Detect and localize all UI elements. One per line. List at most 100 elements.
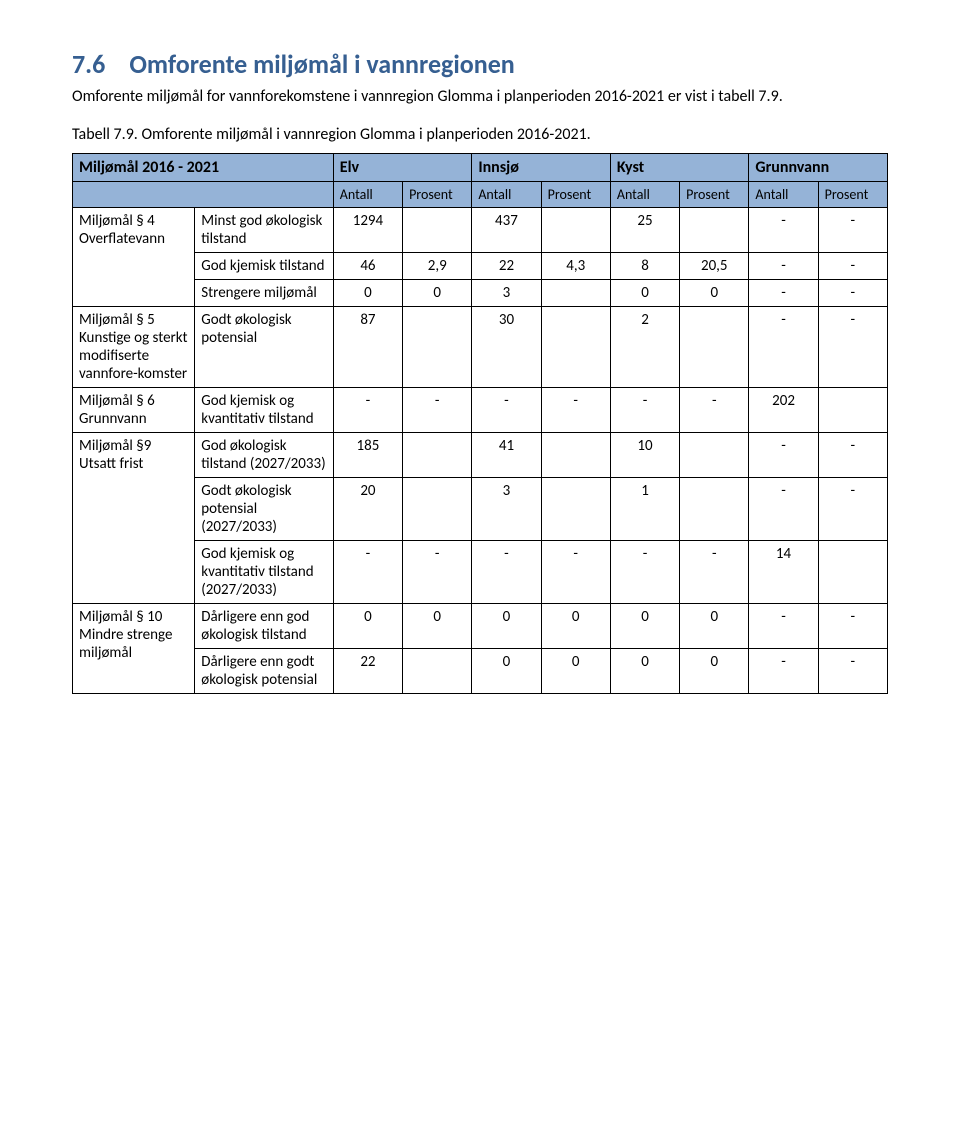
- value-cell: -: [749, 280, 818, 307]
- value-cell: 20: [333, 478, 402, 541]
- desc-cell: God kjemisk og kvantitativ tilstand (202…: [195, 541, 334, 604]
- value-cell: 3: [472, 478, 541, 541]
- desc-cell: Strengere miljømål: [195, 280, 334, 307]
- group-key-cell: Miljømål § 4 Overflatevann: [73, 208, 195, 307]
- table-header-row-1: Miljømål 2016 - 2021 Elv Innsjø Kyst Gru…: [73, 154, 888, 182]
- th-title: Miljømål 2016 - 2021: [73, 154, 334, 182]
- value-cell: [541, 478, 610, 541]
- value-cell: 22: [333, 649, 402, 694]
- value-cell: 202: [749, 388, 818, 433]
- value-cell: [403, 307, 472, 388]
- value-cell: -: [333, 388, 402, 433]
- table-row: God kjemisk og kvantitativ tilstand (202…: [73, 541, 888, 604]
- value-cell: 2,9: [403, 253, 472, 280]
- value-cell: -: [818, 253, 887, 280]
- th-antall: Antall: [610, 182, 679, 208]
- table-row: Miljømål § 10 Mindre strenge miljømålDår…: [73, 604, 888, 649]
- value-cell: [541, 307, 610, 388]
- table-row: Miljømål § 5 Kunstige og sterkt modifise…: [73, 307, 888, 388]
- desc-cell: Godt økologisk potensial (2027/2033): [195, 478, 334, 541]
- table-row: Strengere miljømål00300--: [73, 280, 888, 307]
- value-cell: -: [818, 208, 887, 253]
- value-cell: 0: [333, 604, 402, 649]
- desc-cell: Dårligere enn god økologisk tilstand: [195, 604, 334, 649]
- th-elv: Elv: [333, 154, 472, 182]
- value-cell: -: [610, 541, 679, 604]
- value-cell: [403, 433, 472, 478]
- value-cell: -: [680, 388, 749, 433]
- value-cell: [680, 478, 749, 541]
- value-cell: 10: [610, 433, 679, 478]
- value-cell: 0: [541, 604, 610, 649]
- value-cell: 437: [472, 208, 541, 253]
- th-antall: Antall: [749, 182, 818, 208]
- value-cell: -: [610, 388, 679, 433]
- th-blank: [73, 182, 334, 208]
- value-cell: 2: [610, 307, 679, 388]
- value-cell: 0: [610, 280, 679, 307]
- miljomal-table: Miljømål 2016 - 2021 Elv Innsjø Kyst Gru…: [72, 153, 888, 694]
- value-cell: 87: [333, 307, 402, 388]
- value-cell: 20,5: [680, 253, 749, 280]
- value-cell: -: [749, 478, 818, 541]
- value-cell: 14: [749, 541, 818, 604]
- desc-cell: God kjemisk tilstand: [195, 253, 334, 280]
- value-cell: 3: [472, 280, 541, 307]
- intro-paragraph: Omforente miljømål for vannforekomstene …: [72, 86, 888, 108]
- section-number: 7.6: [72, 48, 105, 80]
- value-cell: [403, 478, 472, 541]
- value-cell: -: [818, 649, 887, 694]
- value-cell: 0: [680, 649, 749, 694]
- group-key-cell: Miljømål §9 Utsatt frist: [73, 433, 195, 604]
- th-prosent: Prosent: [680, 182, 749, 208]
- table-header-row-2: Antall Prosent Antall Prosent Antall Pro…: [73, 182, 888, 208]
- section-heading: 7.6 Omforente miljømål i vannregionen: [72, 48, 888, 80]
- value-cell: 0: [333, 280, 402, 307]
- value-cell: [680, 307, 749, 388]
- value-cell: 30: [472, 307, 541, 388]
- th-prosent: Prosent: [818, 182, 887, 208]
- value-cell: -: [749, 307, 818, 388]
- value-cell: -: [333, 541, 402, 604]
- th-prosent: Prosent: [403, 182, 472, 208]
- value-cell: [680, 208, 749, 253]
- value-cell: 41: [472, 433, 541, 478]
- desc-cell: Minst god økologisk tilstand: [195, 208, 334, 253]
- table-row: Dårligere enn godt økologisk potensial22…: [73, 649, 888, 694]
- value-cell: 25: [610, 208, 679, 253]
- value-cell: -: [818, 433, 887, 478]
- value-cell: -: [818, 280, 887, 307]
- value-cell: -: [818, 478, 887, 541]
- value-cell: -: [403, 541, 472, 604]
- table-row: Miljømål § 4 OverflatevannMinst god økol…: [73, 208, 888, 253]
- value-cell: 0: [680, 604, 749, 649]
- value-cell: -: [541, 388, 610, 433]
- value-cell: 8: [610, 253, 679, 280]
- value-cell: -: [818, 307, 887, 388]
- group-key-cell: Miljømål § 5 Kunstige og sterkt modifise…: [73, 307, 195, 388]
- desc-cell: God kjemisk og kvantitativ tilstand: [195, 388, 334, 433]
- value-cell: [541, 208, 610, 253]
- th-antall: Antall: [333, 182, 402, 208]
- value-cell: -: [749, 604, 818, 649]
- value-cell: -: [680, 541, 749, 604]
- section-title: Omforente miljømål i vannregionen: [129, 48, 514, 80]
- th-antall: Antall: [472, 182, 541, 208]
- value-cell: 4,3: [541, 253, 610, 280]
- value-cell: 0: [680, 280, 749, 307]
- value-cell: 0: [472, 649, 541, 694]
- value-cell: 0: [610, 604, 679, 649]
- th-grunnvann: Grunnvann: [749, 154, 888, 182]
- table-row: Miljømål §9 Utsatt fristGod økologisk ti…: [73, 433, 888, 478]
- value-cell: [680, 433, 749, 478]
- value-cell: -: [818, 604, 887, 649]
- value-cell: 0: [541, 649, 610, 694]
- value-cell: 46: [333, 253, 402, 280]
- table-row: God kjemisk tilstand462,9224,3820,5--: [73, 253, 888, 280]
- value-cell: -: [749, 253, 818, 280]
- table-row: Godt økologisk potensial (2027/2033)2031…: [73, 478, 888, 541]
- value-cell: [403, 649, 472, 694]
- value-cell: 0: [403, 604, 472, 649]
- value-cell: 0: [472, 604, 541, 649]
- value-cell: [403, 208, 472, 253]
